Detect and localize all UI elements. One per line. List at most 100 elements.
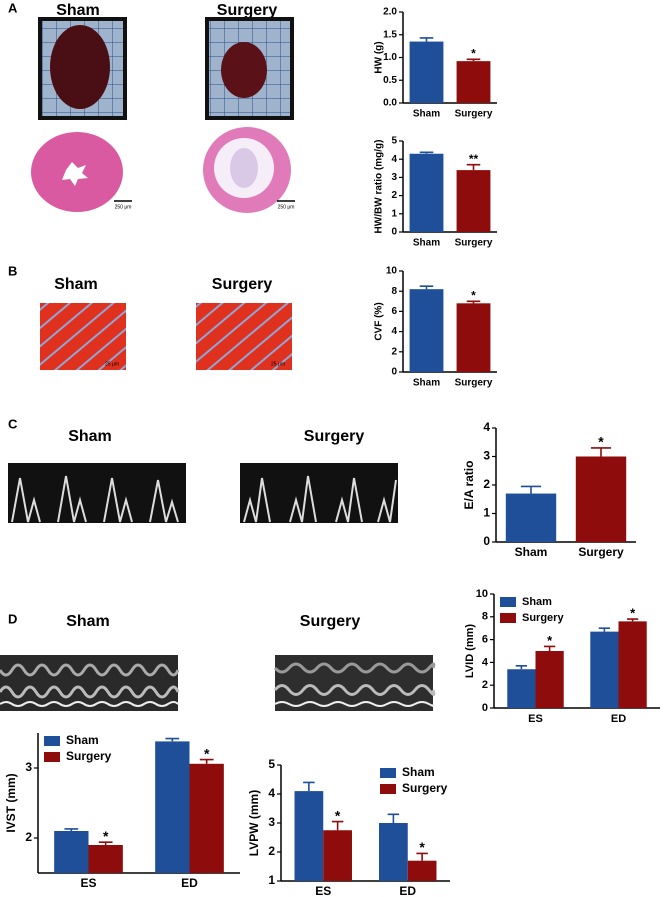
panel-label: B [8,263,17,278]
y-tick-label: 2.0 [383,7,397,18]
error-bar [331,820,344,831]
error-bar [543,645,556,651]
error-bar [598,627,611,632]
error-bar [419,285,434,290]
y-tick-label: 4 [391,326,397,337]
error-bar [626,618,639,622]
group-label: Sham [68,428,112,445]
y-tick-label: 5 [268,757,275,771]
group-label: Surgery [217,2,278,19]
legend-label: Sham [66,733,99,747]
x-tick-label: ED [611,713,626,725]
y-tick-label: 0.5 [383,75,397,86]
y-tick-label: 1 [483,506,490,520]
bar [379,823,408,881]
significance: * [335,807,341,823]
legend-label: Surgery [66,749,112,763]
y-tick-label: 1.0 [383,52,397,63]
bar [323,830,352,881]
y-tick-label: 3 [268,815,275,829]
bar [535,651,564,708]
bar [88,845,123,873]
error-bar [303,781,315,792]
error-bar [466,163,481,171]
error-bar [590,447,612,457]
significance: * [204,745,210,761]
error-bar [520,485,542,494]
error-bar [416,852,428,861]
scale-bar-label: 25 μm [105,361,119,367]
error-bar [466,58,481,62]
y-tick-label: 3 [25,760,32,774]
x-tick-label: Sham [515,545,548,559]
significance: * [471,288,476,302]
significance: ** [469,152,479,166]
bar [189,763,224,873]
y-axis-label: E/A ratio [462,461,476,510]
significance: * [471,46,476,60]
bar [155,741,190,873]
bar [409,41,444,103]
m-mode-image [0,655,436,711]
error-bar [419,151,434,154]
y-tick-label: 6 [391,306,397,317]
y-tick-label: 1 [268,873,275,887]
legend-label: Surgery [522,612,564,624]
legend-swatch [500,597,516,607]
bar [456,303,491,372]
x-tick-label: ES [528,713,543,725]
y-tick-label: 2 [482,679,488,691]
y-tick-label: 10 [386,266,398,277]
group-label: Surgery [300,613,361,630]
x-tick-label: Surgery [455,109,493,120]
group-label: Surgery [304,428,365,445]
y-tick-label: 2 [391,190,397,201]
error-bar [98,841,113,845]
panel-label: A [8,0,18,15]
y-tick-label: 2 [483,477,490,491]
bar [507,669,536,708]
y-tick-label: 4 [482,656,489,668]
error-bar [199,758,214,764]
bar [409,289,444,372]
trichrome-image [196,303,292,370]
x-tick-label: Surgery [455,378,493,389]
y-tick-label: 4 [483,420,490,434]
scale-bar-label: 250 μm [278,204,295,210]
y-axis-label: IVST (mm) [4,773,18,832]
scale-bar-label: 250 μm [115,204,132,210]
y-tick-label: 0 [391,227,397,238]
error-bar [466,300,481,304]
heart-photo [38,17,294,120]
bar [505,493,557,542]
x-tick-label: Sham [413,378,440,389]
y-tick-label: 8 [482,611,488,623]
y-tick-label: 1 [391,208,397,219]
y-tick-label: 3 [483,449,490,463]
error-bar [515,665,528,670]
trichrome-image [40,303,126,370]
y-tick-label: 4 [268,786,275,800]
error-bar [419,37,434,42]
x-tick-label: Surgery [455,238,493,249]
error-bar [165,737,180,742]
group-label: Sham [54,276,98,293]
y-axis-label: LVID (mm) [464,624,476,679]
x-tick-label: ES [80,876,96,890]
y-axis-label: CVF (%) [374,302,385,340]
x-tick-label: ED [399,884,416,897]
significance: * [598,434,604,450]
bar [618,621,647,708]
y-tick-label: 1.5 [383,29,397,40]
y-tick-label: 4 [391,154,397,165]
legend-swatch [44,736,60,746]
bar [590,631,619,708]
x-tick-label: Sham [413,109,440,120]
error-bar [387,813,400,823]
group-label: Surgery [212,276,273,293]
histology-section [31,127,291,213]
y-tick-label: 8 [391,286,397,297]
significance: * [547,633,553,648]
y-tick-label: 2 [391,346,397,357]
